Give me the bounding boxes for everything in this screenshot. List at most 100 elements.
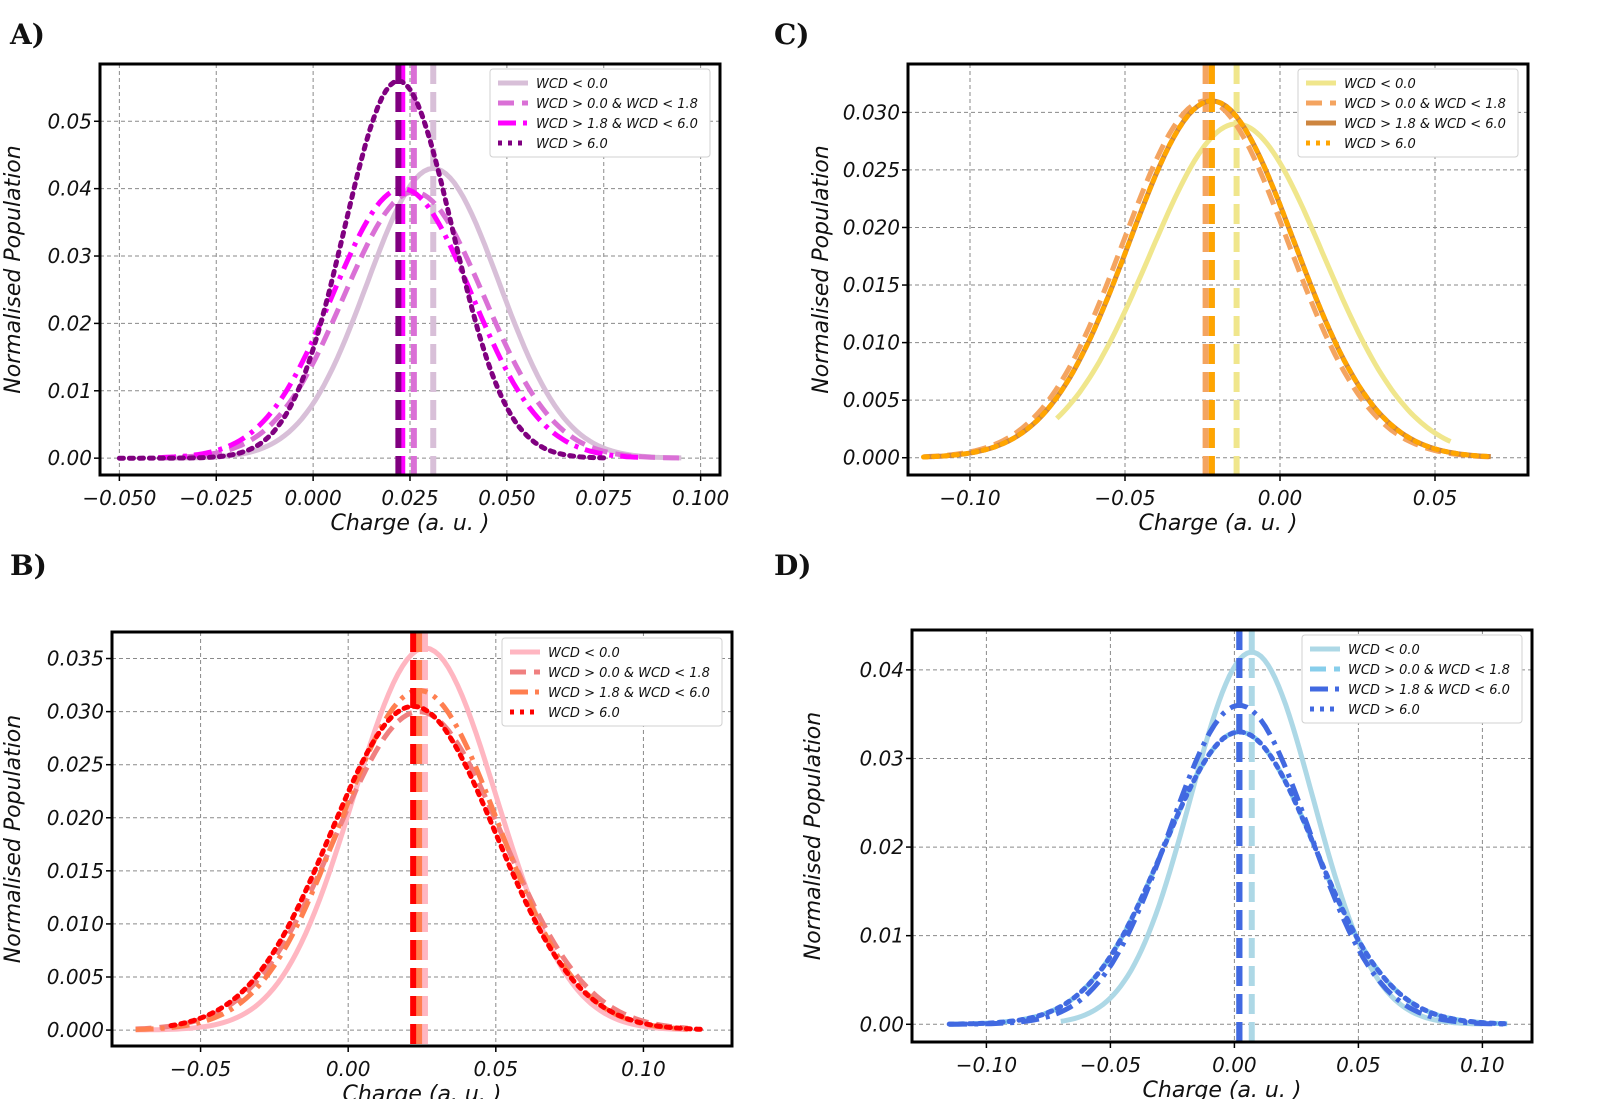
legend-label: WCD > 6.0 (536, 137, 608, 152)
x-tick-label: −0.10 (956, 1053, 1017, 1077)
y-tick-label: 0.02 (859, 835, 904, 859)
panel-label: B) (10, 549, 47, 582)
x-tick-label: 0.050 (478, 486, 535, 510)
y-tick-label: 0.005 (843, 388, 900, 412)
plot-area (116, 64, 682, 475)
x-axis-label: Charge (a. u. ) (343, 1082, 502, 1099)
series-curve (135, 709, 688, 1032)
plot-area (921, 64, 1494, 475)
legend-box (1297, 68, 1519, 158)
x-axis-label: Charge (a. u. ) (1143, 1078, 1302, 1099)
y-tick-label: 0.03 (859, 746, 904, 770)
series-curve (158, 189, 682, 461)
y-tick-label: 0.020 (47, 806, 104, 830)
x-tick-label: 0.10 (621, 1057, 666, 1081)
x-axis-label: Charge (a. u. ) (1139, 511, 1298, 536)
y-tick-label: 0.02 (47, 311, 92, 335)
x-tick-label: 0.05 (1413, 486, 1458, 510)
plot-frame (110, 630, 734, 1048)
x-axis-label: Charge (a. u. ) (331, 511, 490, 536)
legend: WCD < 0.0 WCD > 0.0 & WCD < 1.8 WCD > 1.8 … (1297, 68, 1519, 158)
legend-label: WCD > 6.0 (548, 706, 620, 721)
x-tick-label: −0.025 (179, 486, 253, 510)
x-tick-label: 0.05 (474, 1057, 519, 1081)
x-tick-label: 0.00 (1258, 486, 1303, 510)
series-curve (135, 645, 688, 1033)
y-tick-label: 0.015 (47, 859, 104, 883)
y-tick-label: 0.030 (47, 700, 104, 724)
series-curve (116, 78, 607, 461)
y-tick-label: 0.025 (47, 753, 104, 777)
legend-label: WCD > 1.8 & WCD < 6.0 (1344, 117, 1506, 132)
panel-label: C) (774, 18, 810, 51)
y-tick-label: 0.000 (47, 1018, 104, 1042)
y-axis-label: Normalised Population (801, 712, 826, 960)
x-tick-label: 0.10 (1460, 1053, 1505, 1077)
legend-label: WCD > 1.8 & WCD < 6.0 (1348, 683, 1510, 698)
series-curve (946, 729, 1510, 1027)
plot-area (946, 630, 1510, 1042)
x-tick-label: −0.05 (170, 1057, 231, 1081)
x-tick-label: −0.10 (939, 486, 1000, 510)
panel-label: D) (774, 549, 812, 582)
x-tick-label: 0.075 (575, 486, 632, 510)
panel-label: A) (9, 18, 45, 51)
plot-frame (910, 628, 1534, 1044)
y-tick-label: 0.030 (843, 100, 900, 124)
y-tick-label: 0.01 (47, 379, 92, 403)
x-tick-label: 0.100 (672, 486, 729, 510)
series-curve (1055, 121, 1452, 444)
y-tick-label: 0.005 (47, 965, 104, 989)
legend-box (1301, 634, 1523, 724)
legend-label: WCD > 0.0 & WCD < 1.8 (1348, 663, 1510, 678)
panel-c: C) −0.10 −0.05 0.00 0.05 0.000 0.005 0.010 0.015… (774, 18, 1530, 536)
panel-d: D) −0.10 −0.05 0.00 0.05 0.10 0.00 0.01 0.02 0.03… (774, 549, 1534, 1099)
legend-box (501, 637, 723, 727)
plot-frame (98, 62, 722, 477)
legend-label: WCD > 1.8 & WCD < 6.0 (536, 117, 698, 132)
y-tick-label: 0.04 (47, 177, 92, 201)
legend-label: WCD > 0.0 & WCD < 1.8 (1344, 97, 1506, 112)
series-curve (921, 98, 1494, 460)
y-axis-label: Normalised Population (1, 145, 26, 393)
y-tick-label: 0.010 (843, 331, 900, 355)
plot-area (135, 632, 705, 1046)
y-tick-label: 0.05 (47, 109, 92, 133)
y-tick-label: 0.000 (843, 446, 900, 470)
legend-label: WCD < 0.0 (1344, 77, 1416, 92)
series-curve (949, 702, 1508, 1027)
x-tick-label: 0.000 (284, 486, 341, 510)
legend-label: WCD < 0.0 (536, 77, 608, 92)
panel-b: B) −0.05 0.00 0.05 0.10 0.000 0.005 0.010 0.015 0… (1, 549, 734, 1099)
series-curve (168, 703, 705, 1032)
legend-label: WCD > 0.0 & WCD < 1.8 (548, 666, 710, 681)
series-curve (949, 729, 1508, 1027)
y-tick-label: 0.00 (47, 446, 92, 470)
legend-label: WCD < 0.0 (548, 646, 620, 661)
x-tick-label: −0.05 (1080, 1053, 1141, 1077)
y-tick-label: 0.00 (859, 1012, 904, 1036)
panel-a: A) −0.050 −0.025 0.000 0.025 0.050 0.075 0.100 0… (1, 18, 729, 536)
x-tick-label: 0.025 (381, 486, 438, 510)
legend-label: WCD > 6.0 (1344, 137, 1416, 152)
legend: WCD < 0.0 WCD > 0.0 & WCD < 1.8 WCD > 1.8 … (1301, 634, 1523, 724)
y-axis-label: Normalised Population (1, 715, 26, 963)
y-tick-label: 0.015 (843, 273, 900, 297)
legend: WCD < 0.0 WCD > 0.0 & WCD < 1.8 WCD > 1.8 … (489, 68, 711, 158)
y-tick-label: 0.025 (843, 158, 900, 182)
legend-label: WCD > 6.0 (1348, 703, 1420, 718)
x-tick-label: 0.05 (1336, 1053, 1381, 1077)
x-tick-label: 0.00 (326, 1057, 371, 1081)
legend: WCD < 0.0 WCD > 0.0 & WCD < 1.8 WCD > 1.8 … (501, 637, 723, 727)
legend-label: WCD > 0.0 & WCD < 1.8 (536, 97, 698, 112)
legend-label: WCD > 1.8 & WCD < 6.0 (548, 686, 710, 701)
series-curve (1060, 649, 1483, 1027)
series-curve (158, 165, 682, 461)
x-tick-label: 0.00 (1212, 1053, 1257, 1077)
legend-label: WCD < 0.0 (1348, 643, 1420, 658)
y-tick-label: 0.03 (47, 244, 92, 268)
y-axis-label: Normalised Population (809, 145, 834, 393)
series-curve (158, 186, 643, 461)
y-tick-label: 0.04 (859, 658, 904, 682)
